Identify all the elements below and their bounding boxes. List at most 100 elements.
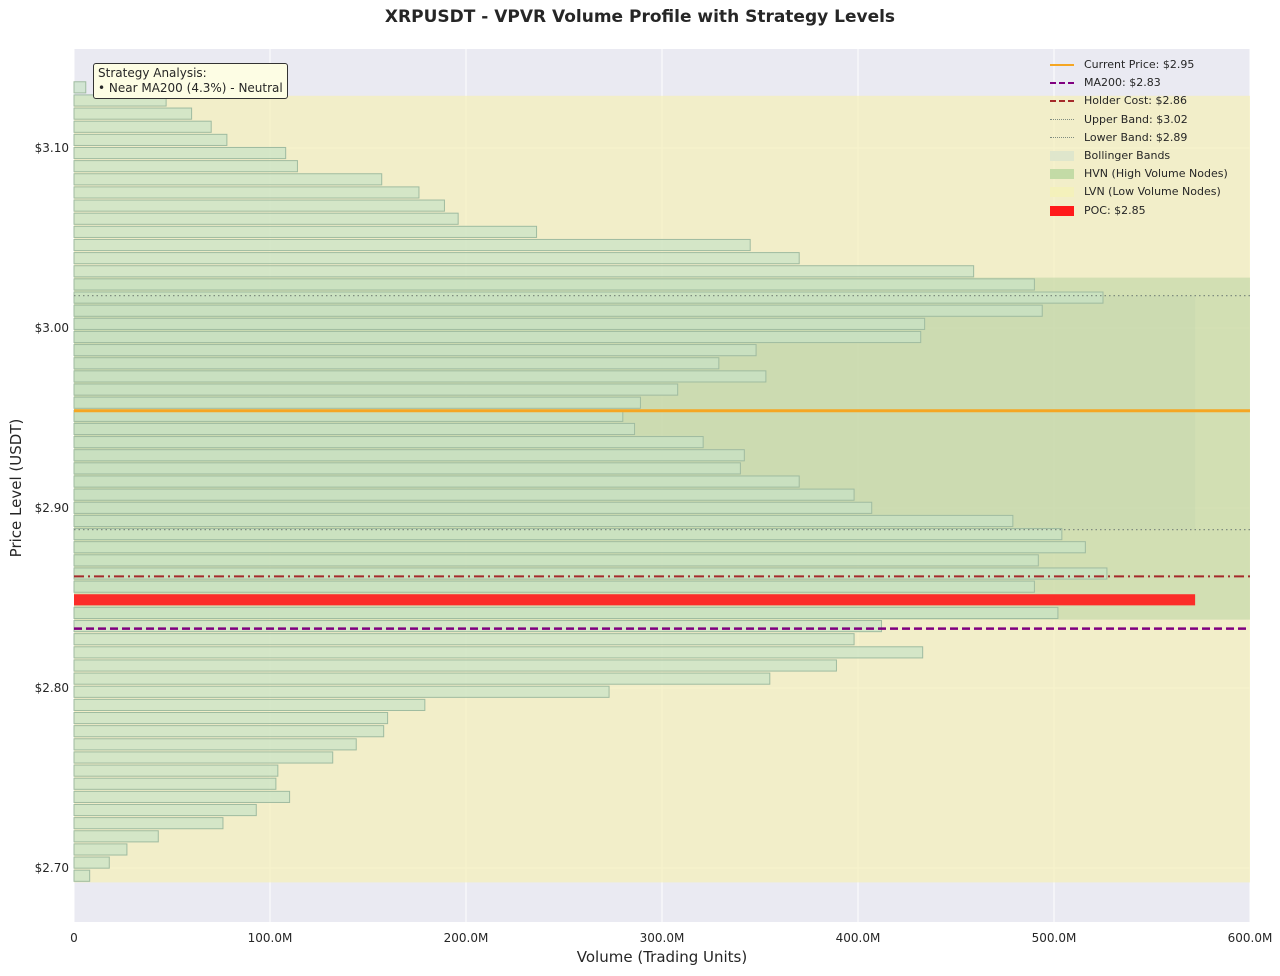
poc-bar (74, 594, 1196, 606)
volume-bar (73, 344, 757, 357)
legend-swatch-bollinger (1050, 151, 1074, 161)
volume-bar (73, 751, 334, 764)
volume-bar (73, 567, 1108, 580)
volume-bar (73, 580, 1035, 593)
volume-bar (73, 212, 459, 225)
volume-bar (73, 173, 383, 186)
volume-bar (73, 225, 538, 238)
volume-bar (73, 238, 751, 252)
volume-bar (73, 265, 975, 278)
volume-bar (73, 370, 767, 383)
volume-bar (73, 252, 800, 265)
legend-label-ma200: MA200: $2.83 (1084, 76, 1161, 90)
volume-bar (73, 738, 357, 751)
volume-bar (73, 620, 883, 633)
legend-swatch-ma200 (1050, 82, 1074, 85)
volume-bar (73, 133, 228, 146)
legend-swatch-holder (1050, 100, 1074, 103)
volume-bar (73, 606, 1059, 620)
level-lines-layer (74, 295, 1250, 630)
y-tick-label: $2.90 (35, 501, 69, 515)
volume-bar (73, 790, 291, 803)
volume-bar (73, 659, 837, 672)
legend-item-hvn: HVN (High Volume Nodes) (1042, 167, 1247, 181)
volume-bar (73, 278, 1035, 291)
x-tick-label: 300.0M (640, 931, 685, 945)
tick-labels-layer: 0 100.0M 200.0M 300.0M 400.0M 500.0M 600.0M $2.… (35, 141, 1273, 945)
legend-item-poc: POC: $2.85 (1042, 204, 1247, 218)
y-axis-label: Price Level (USDT) (7, 419, 25, 558)
volume-bar (73, 475, 800, 488)
legend-label-lower: Lower Band: $2.89 (1084, 130, 1188, 144)
x-tick-label: 500.0M (1032, 931, 1077, 945)
x-tick-label: 600.0M (1228, 931, 1273, 945)
strategy-annotation: Strategy Analysis: • Near MA200 (4.3%) -… (93, 63, 288, 99)
volume-bar (73, 843, 128, 856)
legend-item-upper: Upper Band: $3.02 (1042, 113, 1247, 127)
volume-bar (73, 528, 1063, 541)
volume-bar (73, 422, 636, 436)
legend-swatch-current (1050, 64, 1074, 66)
legend-item-holder: Holder Cost: $2.86 (1042, 94, 1247, 108)
x-tick-label: 100.0M (248, 931, 293, 945)
volume-bar (73, 541, 1086, 554)
y-tick-label: $3.10 (35, 141, 69, 155)
volume-bar (73, 830, 159, 843)
volume-bar (73, 81, 87, 94)
bars-layer (73, 81, 1196, 882)
volume-bar (73, 186, 420, 199)
x-axis-label: Volume (Trading Units) (577, 948, 747, 966)
volume-bar (73, 383, 679, 396)
legend-item-lvn: LVN (Low Volume Nodes) (1042, 185, 1247, 199)
volume-bar (73, 199, 445, 212)
volume-bar (73, 817, 224, 830)
legend-label-holder: Holder Cost: $2.86 (1084, 94, 1187, 108)
volume-bar (73, 633, 855, 646)
volume-bar (73, 501, 873, 514)
volume-bar (73, 357, 720, 370)
volume-bar (73, 120, 212, 133)
y-tick-label: $2.80 (35, 681, 69, 695)
volume-bar (73, 777, 277, 790)
x-tick-label: 200.0M (444, 931, 489, 945)
volume-bar (73, 304, 1043, 317)
legend-swatch-lower (1050, 136, 1074, 138)
volume-bar (73, 803, 257, 817)
volume-bar (73, 291, 1104, 304)
volume-bar (73, 646, 924, 659)
volume-bar (73, 685, 610, 698)
x-tick-label: 400.0M (836, 931, 881, 945)
legend-swatch-poc (1050, 205, 1074, 216)
volume-bar (73, 462, 741, 475)
legend-label-current: Current Price: $2.95 (1084, 58, 1195, 71)
legend-item-bollinger: Bollinger Bands (1042, 149, 1247, 163)
volume-bar (73, 160, 298, 173)
y-tick-label: $2.70 (35, 861, 69, 875)
annotation-text: • Near MA200 (4.3%) - Neutral (98, 81, 283, 95)
volume-bar (73, 554, 1039, 567)
volume-bar (73, 396, 641, 409)
legend-label-bollinger: Bollinger Bands (1084, 149, 1171, 162)
volume-bar (73, 725, 385, 738)
y-tick-label: $3.00 (35, 321, 69, 335)
volume-bar (73, 488, 855, 501)
volume-bar (73, 317, 926, 330)
volume-bar (73, 711, 389, 725)
legend-item-ma200: MA200: $2.83 (1042, 76, 1247, 90)
legend-label-upper: Upper Band: $3.02 (1084, 112, 1188, 126)
annotation-title: Strategy Analysis: (98, 66, 207, 80)
volume-bar (73, 869, 91, 882)
legend-swatch-upper (1050, 118, 1074, 120)
volume-bar (73, 449, 745, 462)
volume-bar (73, 672, 771, 685)
volume-bar (73, 514, 1014, 528)
legend: Current Price: $2.95 MA200: $2.83 Holder C… (1042, 55, 1247, 225)
legend-swatch-lvn (1050, 187, 1074, 198)
volume-bar (73, 330, 922, 344)
legend-label-poc: POC: $2.85 (1084, 203, 1146, 217)
volume-bar (73, 764, 279, 777)
volume-bar (73, 436, 704, 449)
legend-swatch-hvn (1050, 169, 1074, 180)
volume-bar (73, 107, 193, 120)
